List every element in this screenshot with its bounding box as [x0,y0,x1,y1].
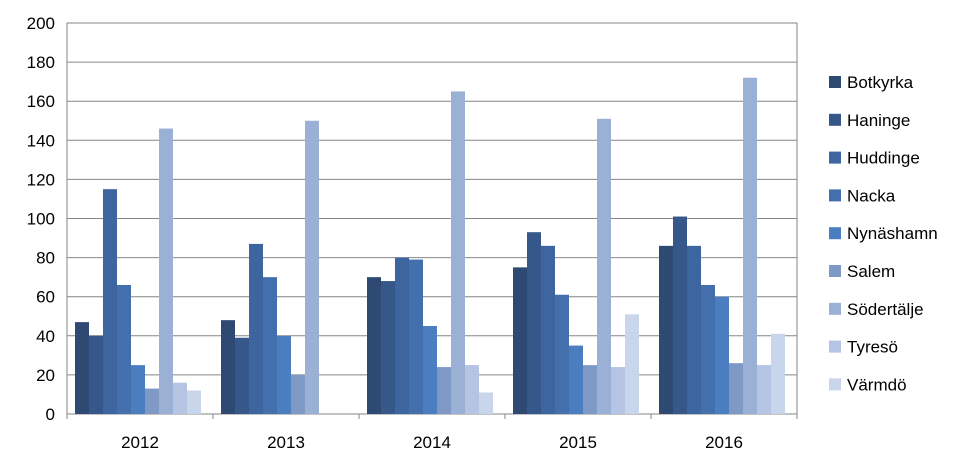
y-tick-label: 40 [36,327,55,346]
bar-Huddinge-2012 [103,189,117,414]
legend-swatch [829,340,841,353]
bar-Haninge-2013 [235,337,249,414]
y-tick-label: 200 [27,14,55,33]
legend-label: Södertälje [847,300,924,319]
bar-Huddinge-2016 [687,245,701,414]
legend-label: Tyresö [847,338,898,357]
legend-item: Tyresö [829,338,898,357]
x-tick-label: 2012 [121,433,159,452]
legend-swatch [829,189,841,202]
x-tick-label: 2016 [705,433,743,452]
y-tick-label: 0 [46,405,55,424]
legend-swatch [829,302,841,315]
legend-swatch [829,265,841,277]
bar-Salem-2013 [291,374,305,414]
legend-label: Värmdö [847,375,907,394]
bar-Södertälje-2013 [305,120,319,414]
bar-Nynäshamn-2013 [277,335,291,414]
legend-swatch [829,76,841,88]
y-tick-label: 20 [36,366,55,385]
legend-label: Salem [847,262,895,281]
legend-item: Salem [829,262,895,281]
gridlines [67,22,797,376]
legend-label: Botkyrka [847,73,914,92]
bar-Värmdö-2012 [187,390,201,414]
x-tick-label: 2013 [267,433,305,452]
y-tick-label: 180 [27,53,55,72]
x-tick-label: 2014 [413,433,451,452]
bar-Salem-2016 [729,363,743,414]
legend-item: Södertälje [829,300,924,319]
legend-label: Haninge [847,111,910,130]
bar-Haninge-2015 [527,232,541,414]
bar-Botkyrka-2014 [367,277,381,414]
bars [75,77,785,415]
bar-Värmdö-2016 [771,333,785,414]
bar-Tyresö-2015 [611,367,625,414]
bar-Värmdö-2014 [479,392,493,414]
legend-label: Nacka [847,186,896,205]
y-tick-label: 120 [27,170,55,189]
bar-Tyresö-2016 [757,365,771,414]
bar-Botkyrka-2015 [513,267,527,414]
bar-Huddinge-2013 [249,243,263,414]
bar-Botkyrka-2016 [659,245,673,414]
y-tick-label: 60 [36,288,55,307]
bar-Tyresö-2012 [173,382,187,414]
bar-Nynäshamn-2014 [423,326,437,414]
y-tick-label: 100 [27,210,55,229]
legend-item: Nynäshamn [829,224,938,243]
bar-Salem-2015 [583,365,597,414]
bar-Haninge-2012 [89,335,103,414]
bar-Södertälje-2016 [743,77,757,415]
bar-Salem-2014 [437,367,451,414]
bar-Botkyrka-2013 [221,320,235,414]
legend-item: Värmdö [829,375,907,394]
x-tick-label: 2015 [559,433,597,452]
bar-Södertälje-2015 [597,118,611,415]
legend-item: Nacka [829,186,896,205]
bar-Nacka-2013 [263,277,277,414]
legend-item: Huddinge [829,149,920,168]
y-tick-label: 140 [27,131,55,150]
bar-Botkyrka-2012 [75,322,89,414]
bar-Haninge-2016 [673,216,687,414]
bar-Huddinge-2015 [541,245,555,414]
bar-Nacka-2012 [117,284,131,414]
legend-item: Haninge [829,111,910,130]
bar-Haninge-2014 [381,281,395,414]
bar-Södertälje-2014 [451,91,465,415]
bar-Nynäshamn-2015 [569,345,583,414]
bar-Nacka-2015 [555,294,569,414]
y-tick-labels: 0 20 40 60 80 100 120 140 160 180 200 [27,14,55,424]
legend: Botkyrka Haninge Huddinge Nacka Nynäshamn Sal… [829,73,938,394]
bar-Huddinge-2014 [395,257,409,414]
legend-label: Huddinge [847,149,920,168]
bar-Nynäshamn-2012 [131,365,145,414]
bar-Nacka-2014 [409,259,423,414]
legend-swatch [829,151,841,164]
bar-Värmdö-2015 [625,314,639,414]
bar-Nynäshamn-2016 [715,296,729,414]
bar-Nacka-2016 [701,284,715,414]
x-tick-labels: 2012 2013 2014 2015 2016 [121,433,743,452]
legend-item: Botkyrka [829,73,914,92]
y-tick-label: 160 [27,92,55,111]
bar-Södertälje-2012 [159,128,173,414]
bar-Tyresö-2014 [465,365,479,414]
bar-Salem-2012 [145,388,159,414]
legend-swatch [829,113,841,126]
legend-swatch [829,378,841,391]
legend-swatch [829,227,841,240]
legend-label: Nynäshamn [847,224,938,243]
y-tick-label: 80 [36,249,55,268]
